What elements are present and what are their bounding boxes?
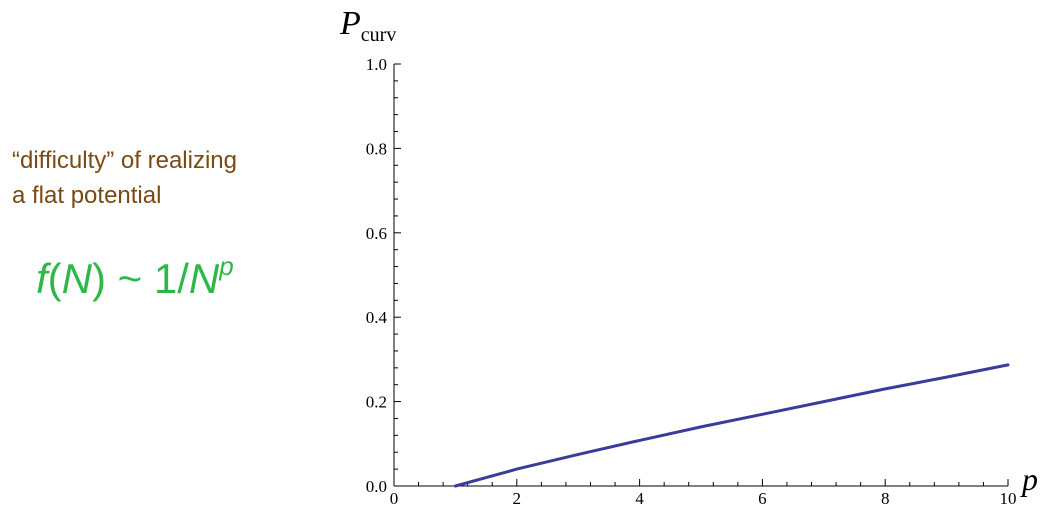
y-tick-label: 0.8 — [366, 139, 387, 158]
series-line — [455, 365, 1008, 486]
chart-ticks: 0 2 4 6 8 10 0.0 0.2 0.4 0.6 0.8 1.0 — [366, 55, 1017, 508]
y-axis-label-main: P — [339, 5, 361, 42]
x-tick-label: 0 — [390, 489, 399, 508]
x-tick-label: 8 — [881, 489, 890, 508]
x-tick-label: 2 — [513, 489, 522, 508]
y-axis-label-sub: curv — [361, 24, 397, 46]
y-tick-label: 0.4 — [366, 308, 388, 327]
chart-series — [455, 365, 1008, 486]
y-axis-label: Pcurv — [339, 5, 396, 46]
x-tick-label: 4 — [635, 489, 644, 508]
y-tick-label: 0.6 — [366, 224, 387, 243]
chart-axis-labels: p Pcurv — [339, 5, 1038, 497]
y-tick-label: 0.2 — [366, 393, 387, 412]
chart-axes — [394, 64, 1008, 486]
y-tick-label: 1.0 — [366, 55, 387, 74]
x-axis-label: p — [1020, 461, 1038, 497]
y-tick-label: 0.0 — [366, 477, 387, 496]
x-tick-label: 10 — [1000, 489, 1017, 508]
x-tick-label: 6 — [758, 489, 767, 508]
